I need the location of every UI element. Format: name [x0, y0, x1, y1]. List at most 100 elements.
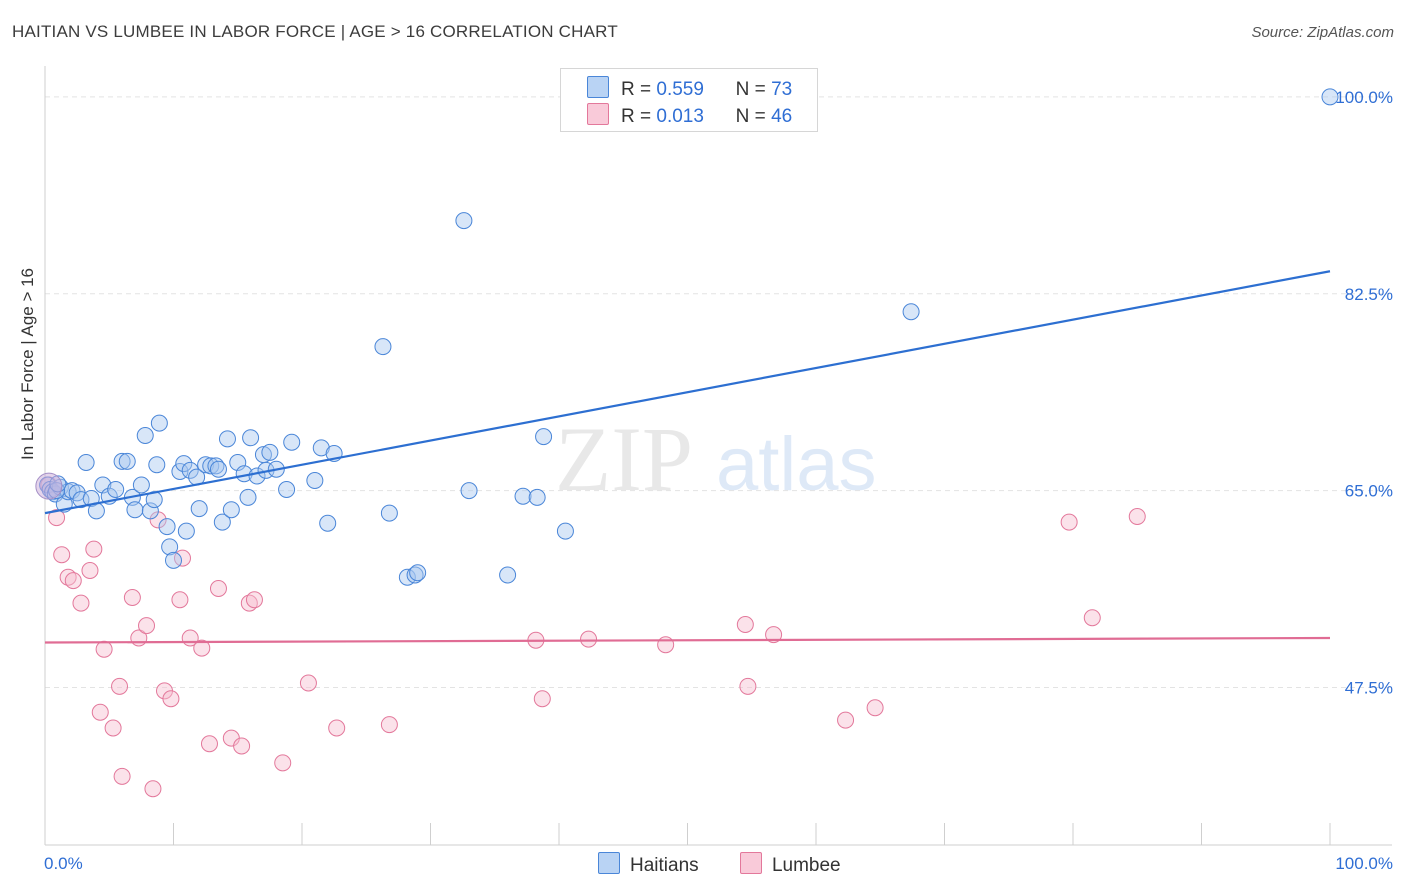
lumbee-legend-swatch [739, 852, 762, 874]
series-legend: Haitians Lumbee [598, 852, 877, 877]
haitians-point [380, 504, 398, 522]
haitians-point [177, 522, 195, 540]
lumbee-point [48, 509, 66, 527]
watermark-atlas: atlas [716, 422, 877, 507]
lumbee-point [113, 767, 131, 785]
lumbee-point [1083, 609, 1101, 627]
legend-row-haitians: R = 0.559 N = 73 [587, 76, 792, 100]
watermark-zip: ZIP [555, 408, 693, 510]
lumbee-point [193, 639, 211, 657]
lumbee-n-value: 46 [771, 106, 793, 127]
stats-legend: R = 0.559 N = 73 R = 0.013 N = 46 [560, 68, 818, 132]
lumbee-point [171, 591, 189, 609]
legend-item-haitians: Haitians [598, 852, 699, 877]
haitians-point [460, 482, 478, 500]
haitians-point [161, 538, 179, 556]
haitians-point [77, 454, 95, 471]
haitians-point [113, 452, 131, 470]
lumbee-point [95, 640, 113, 658]
haitians-point [213, 513, 231, 531]
lumbee-point [299, 674, 317, 692]
haitians-point [141, 502, 159, 520]
n-label: N = [735, 79, 766, 100]
lumbee-point [91, 703, 109, 721]
lumbee-point [111, 677, 129, 695]
haitians-point [455, 212, 473, 230]
trend-lines [44, 270, 1331, 644]
haitians-point [209, 460, 227, 478]
lumbee-swatch [587, 103, 609, 125]
lumbee-point [144, 780, 162, 798]
y-axis-label: In Labor Force | Age > 16 [18, 267, 37, 460]
haitians-point [499, 566, 517, 584]
x-tick-label: 0.0% [44, 854, 83, 873]
y-tick-label: 100.0% [1335, 88, 1393, 107]
haitians-point [107, 481, 125, 498]
lumbee-legend-label: Lumbee [771, 855, 841, 876]
y-tick-label: 65.0% [1345, 482, 1393, 501]
lumbee-trend-line [44, 636, 1331, 644]
haitians-point [136, 427, 154, 444]
haitians-point [312, 439, 330, 457]
haitians-point [306, 472, 324, 489]
haitians-series [35, 88, 1339, 586]
lumbee-point [240, 594, 258, 612]
haitians-point [902, 303, 920, 321]
lumbee-point [1128, 508, 1146, 525]
haitians-point [190, 500, 208, 518]
r-label: R = [621, 106, 652, 127]
haitians-point [175, 455, 193, 473]
haitians-point [126, 501, 144, 519]
y-tick-label: 82.5% [1345, 285, 1393, 304]
chart-title: HAITIAN VS LUMBEE IN LABOR FORCE | AGE >… [12, 22, 618, 41]
lumbee-point [200, 735, 218, 753]
axes [44, 66, 1392, 846]
lumbee-point [233, 737, 251, 755]
haitians-point [514, 487, 532, 505]
y-tick-label: 47.5% [1345, 679, 1393, 698]
haitians-point [158, 518, 176, 536]
haitians-legend-swatch [598, 852, 620, 874]
haitians-legend-label: Haitians [630, 855, 699, 876]
lumbee-point [245, 591, 263, 609]
haitians-point [374, 338, 392, 356]
lumbee-point [765, 626, 783, 644]
haitians-point [118, 452, 136, 470]
haitians-trend-line [44, 270, 1331, 515]
haitians-point [181, 461, 199, 479]
lumbee-point [328, 719, 346, 737]
haitians-point [406, 566, 424, 584]
lumbee-point [657, 636, 675, 654]
r-label: R = [621, 79, 652, 100]
lumbee-point [1060, 513, 1078, 531]
haitians-point [261, 443, 279, 461]
lumbee-r-value: 0.013 [656, 106, 704, 127]
haitians-point [239, 488, 257, 506]
haitians-point [528, 488, 546, 506]
haitians-point [218, 430, 236, 448]
haitians-point [132, 476, 150, 494]
lumbee-point [104, 719, 122, 737]
x-tick-label: 100.0% [1335, 854, 1393, 873]
lumbee-point [866, 699, 884, 717]
haitians-point [242, 429, 260, 447]
haitians-point [535, 428, 553, 446]
lumbee-point [85, 540, 103, 558]
haitians-point [283, 433, 301, 451]
haitians-n-value: 73 [771, 79, 793, 100]
lumbee-point [580, 630, 598, 648]
lumbee-point [138, 617, 156, 635]
haitians-point [222, 501, 240, 519]
lumbee-point [209, 580, 227, 597]
lumbee-point [837, 711, 855, 729]
lumbee-point [53, 546, 71, 564]
haitians-point [556, 522, 574, 540]
haitians-point [278, 481, 296, 498]
lumbee-point [533, 690, 551, 708]
tick-labels: 100.0% 82.5% 65.0% 47.5% 0.0% 100.0% [44, 88, 1393, 873]
lumbee-point [380, 716, 398, 734]
overlap-point [35, 472, 63, 500]
haitians-r-value: 0.559 [656, 79, 704, 100]
haitians-point [1321, 88, 1339, 106]
